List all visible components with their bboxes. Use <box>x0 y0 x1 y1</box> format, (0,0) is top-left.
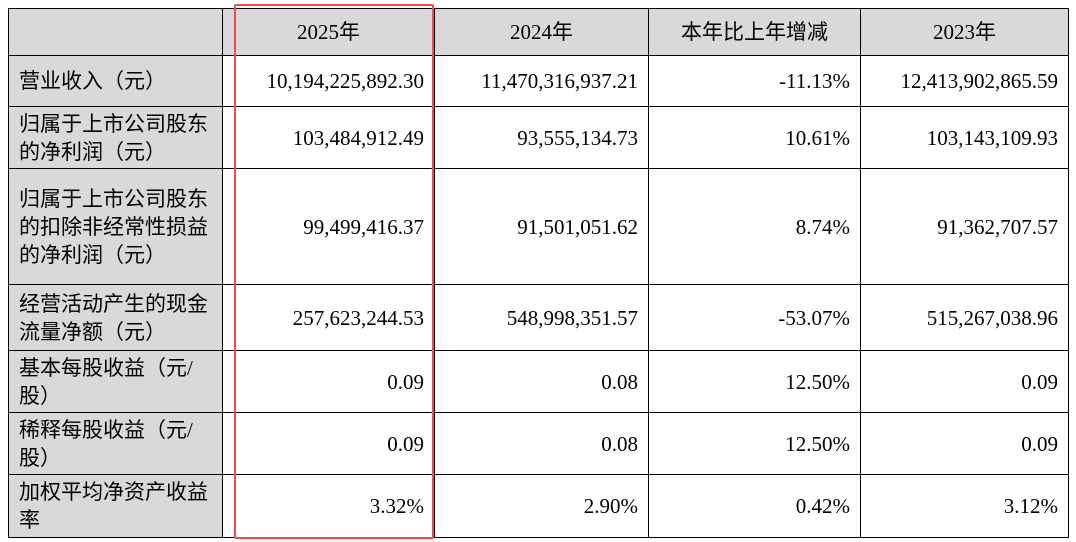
header-cell: 2025年 <box>222 8 435 56</box>
cell-value: 2.90% <box>434 474 649 538</box>
header-cell: 本年比上年增减 <box>648 8 861 56</box>
cell-value: 0.42% <box>648 474 861 538</box>
cell-value: 91,501,051.62 <box>434 168 649 285</box>
table-row: 归属于上市公司股东的净利润（元） 103,484,912.49 93,555,134… <box>8 106 1069 169</box>
cell-value: 103,143,109.93 <box>860 106 1069 169</box>
cell-value: 12.50% <box>648 350 861 413</box>
row-label: 归属于上市公司股东的净利润（元） <box>8 106 223 169</box>
cell-value: 93,555,134.73 <box>434 106 649 169</box>
data-table: 2025年 2024年 本年比上年增减 2023年 营业收入（元） 10,194,225,… <box>8 8 1069 538</box>
table-row: 稀释每股收益（元/股） 0.09 0.08 12.50% 0.09 <box>8 412 1069 475</box>
table-row: 营业收入（元） 10,194,225,892.30 11,470,316,937.2… <box>8 55 1069 107</box>
cell-value: 103,484,912.49 <box>222 106 435 169</box>
cell-value: 0.09 <box>222 350 435 413</box>
row-label: 稀释每股收益（元/股） <box>8 412 223 475</box>
row-label: 经营活动产生的现金流量净额（元） <box>8 284 223 351</box>
row-label: 归属于上市公司股东的扣除非经常性损益的净利润（元） <box>8 168 223 285</box>
header-cell: 2024年 <box>434 8 649 56</box>
cell-value: 0.09 <box>860 412 1069 475</box>
cell-value: 515,267,038.96 <box>860 284 1069 351</box>
cell-value: 257,623,244.53 <box>222 284 435 351</box>
header-cell <box>8 8 223 56</box>
cell-value: 0.08 <box>434 412 649 475</box>
cell-value: 10.61% <box>648 106 861 169</box>
cell-value: 8.74% <box>648 168 861 285</box>
cell-value: 11,470,316,937.21 <box>434 55 649 107</box>
header-row: 2025年 2024年 本年比上年增减 2023年 <box>8 8 1069 56</box>
table-row: 经营活动产生的现金流量净额（元） 257,623,244.53 548,998,35… <box>8 284 1069 351</box>
cell-value: 3.32% <box>222 474 435 538</box>
row-label: 基本每股收益（元/股） <box>8 350 223 413</box>
header-cell: 2023年 <box>860 8 1069 56</box>
cell-value: 3.12% <box>860 474 1069 538</box>
cell-value: 0.09 <box>860 350 1069 413</box>
row-label: 营业收入（元） <box>8 55 223 107</box>
cell-value: -53.07% <box>648 284 861 351</box>
table-row: 加权平均净资产收益率 3.32% 2.90% 0.42% 3.12% <box>8 474 1069 538</box>
cell-value: 99,499,416.37 <box>222 168 435 285</box>
cell-value: 91,362,707.57 <box>860 168 1069 285</box>
cell-value: 0.09 <box>222 412 435 475</box>
cell-value: 0.08 <box>434 350 649 413</box>
highlight-box <box>234 4 434 539</box>
table-row: 基本每股收益（元/股） 0.09 0.08 12.50% 0.09 <box>8 350 1069 413</box>
table-row: 归属于上市公司股东的扣除非经常性损益的净利润（元） 99,499,416.37 91… <box>8 168 1069 285</box>
cell-value: -11.13% <box>648 55 861 107</box>
cell-value: 548,998,351.57 <box>434 284 649 351</box>
cell-value: 12,413,902,865.59 <box>860 55 1069 107</box>
row-label: 加权平均净资产收益率 <box>8 474 223 538</box>
cell-value: 12.50% <box>648 412 861 475</box>
